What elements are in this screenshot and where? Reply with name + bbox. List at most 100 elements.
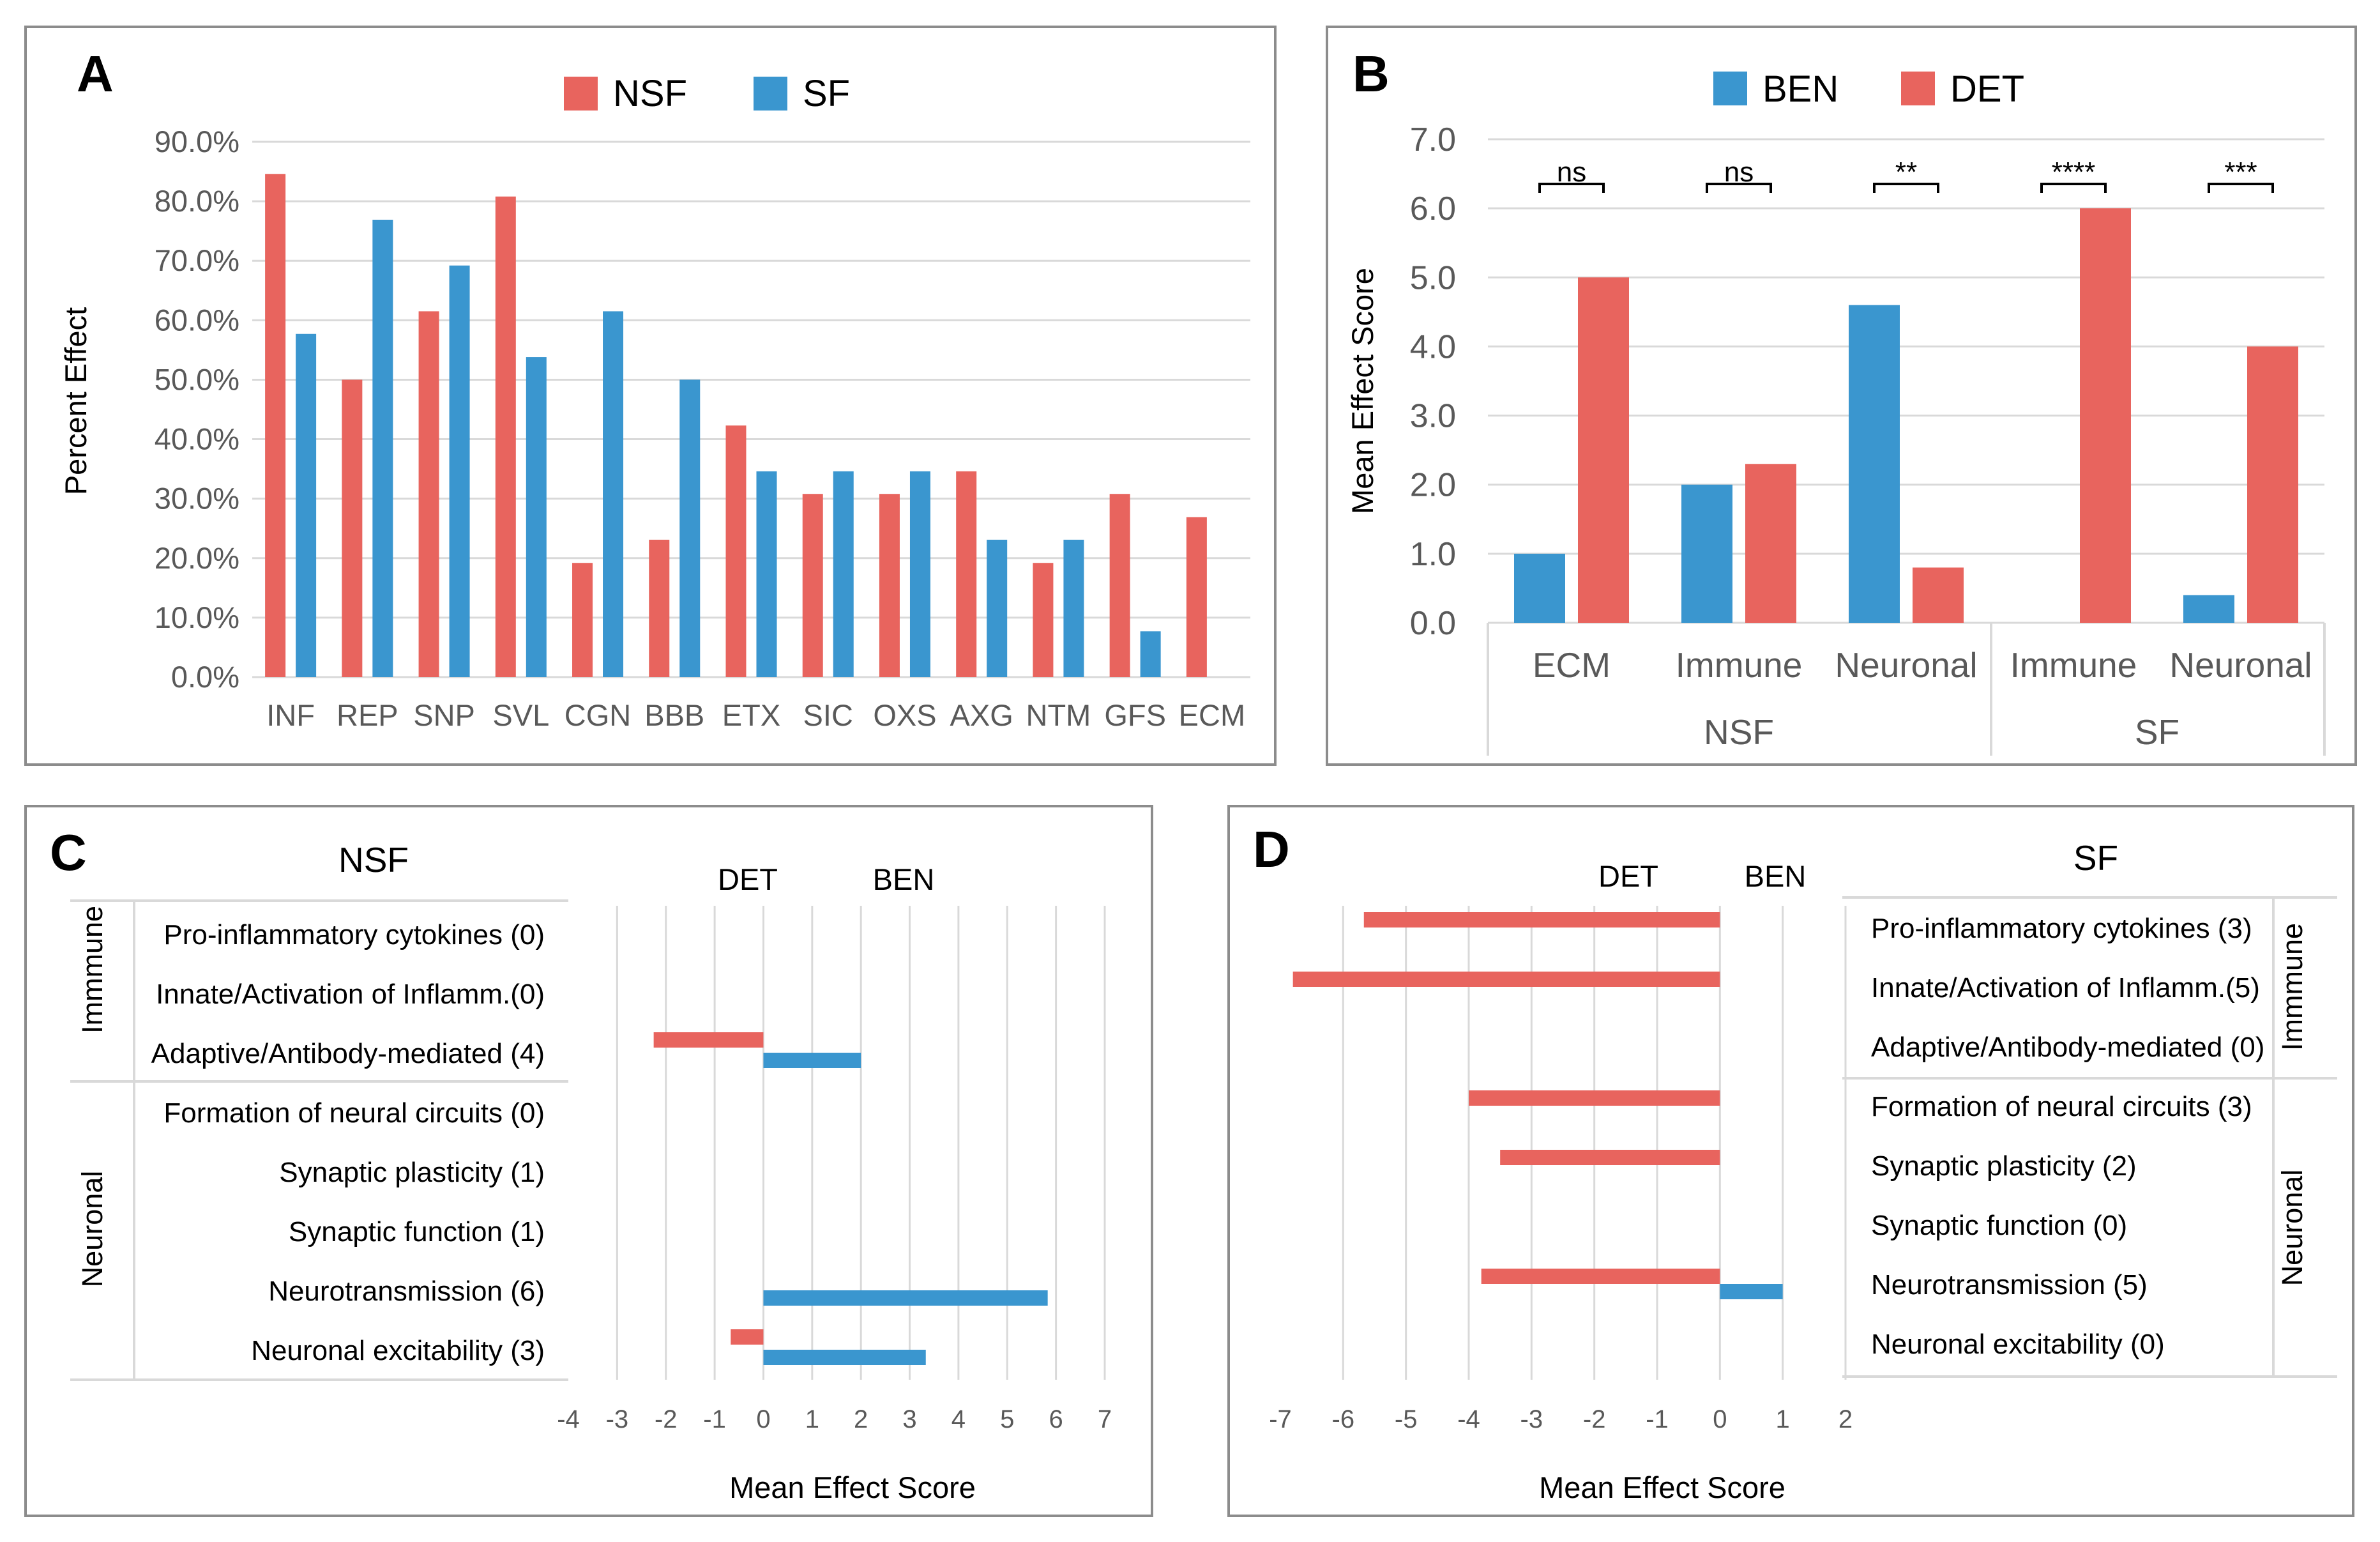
layer-c-x-tick: -2 [655,1405,678,1433]
legend-a-sf-swatch [754,77,787,111]
layer-c-bar-ben [763,1290,1048,1306]
panel-b-significance-label: *** [2224,156,2257,188]
panel-d-group-immune: Immmune [2276,923,2308,1051]
layer-c-bar-det [653,1032,764,1048]
layer-d-x-tick: -2 [1583,1405,1606,1433]
layer-c-x-tick: -1 [703,1405,726,1433]
panel-a-plot: 0.0% 10.0% 20.0% 30.0% 40.0% 50.0% 60.0% 70.0% 8… [155,125,1250,732]
panel-b-x-tick: Immune [1676,645,1803,685]
panel-a-x-tick: OXS [873,698,936,732]
layer-d-category-label: Neuronal excitability (0) [1871,1329,2165,1360]
panel-a-frame [24,26,1277,766]
layer-c-category-label: Synaptic plasticity (1) [279,1157,545,1188]
layer-d-category-label: Synaptic plasticity (2) [1871,1150,2137,1182]
layer-c-category-label: Formation of neural circuits (0) [163,1097,545,1129]
layer-c-x-tick: 7 [1098,1405,1112,1433]
panel-b-bar-det [1578,277,1629,623]
panel-b-bar-ben [1849,305,1900,623]
panel-b-y-tick: 2.0 [1410,467,1456,504]
panel-c-x-axis-title: Mean Effect Score [729,1470,976,1504]
layer-d-x-tick: -4 [1457,1405,1480,1433]
panel-b-letter: B [1353,45,1390,102]
panel-b-y-axis-title: Mean Effect Score [1345,268,1379,514]
panel-a-bar-nsf [649,539,670,677]
panel-a-y-tick: 20.0% [155,541,239,575]
panel-a-x-tick: CGN [565,698,631,732]
panel-b-bar-det [2247,346,2298,623]
panel-a-bar-sf [296,333,317,677]
panel-d-frame [1227,805,2354,1517]
panel-a-bar-nsf [342,379,363,677]
layer-d-bar-det [1363,912,1720,927]
panel-a-bar-nsf [265,174,286,677]
panel-a-y-tick: 30.0% [155,482,239,515]
panel-b-significance-bracket [1706,183,1772,193]
layer-d-x-tick: -1 [1646,1405,1669,1433]
layer-c-bar-det [731,1329,764,1345]
panel-d-letter: D [1253,821,1290,878]
panel-a-bar-nsf [1033,563,1054,677]
panel-b-frame [1326,26,2357,766]
layer-c-x-tick: -4 [557,1405,580,1433]
panel-d-det-label: DET [1598,859,1658,893]
panel-a-y-tick: 60.0% [155,303,239,337]
panel-a-bar-sf [987,539,1008,677]
panel-a-bar-nsf [802,494,823,677]
panel-a-x-tick: GFS [1104,698,1166,732]
panel-b-y-tick: 6.0 [1410,190,1456,227]
legend-a-nsf-label: NSF [613,73,687,114]
panel-b-bar-det [1745,464,1796,623]
panel-a-x-tick: REP [337,698,398,732]
panel-b-significance-label: ** [1895,156,1917,188]
panel-b-significance-bracket [1873,183,1939,193]
layer-d-x-tick: -7 [1269,1405,1292,1433]
panel-a-bar-nsf [1186,517,1207,677]
panel-a-y-tick: 80.0% [155,184,239,218]
layer-d-bar-det [1500,1150,1720,1165]
panel-a-y-tick: 10.0% [155,600,239,634]
panel-a-bar-sf [756,471,777,677]
layer-d-x-tick: 0 [1713,1405,1727,1433]
panel-c-group-neuronal: Neuronal [76,1171,109,1288]
layer-c-category-label: Neurotransmission (6) [268,1276,545,1307]
layer-d-category-label: Neurotransmission (5) [1871,1269,2148,1301]
layer-c-x-tick: 2 [854,1405,868,1433]
panel-b-y-tick: 1.0 [1410,536,1456,573]
layer-d-bar-ben [1720,1284,1783,1299]
layer-d-category-label: Formation of neural circuits (3) [1871,1091,2252,1122]
panel-b-significance-bracket [1538,183,1605,193]
panel-b-y-tick: 5.0 [1410,259,1456,296]
panel-c-title: NSF [338,840,409,880]
panel-b-x-tick: Neuronal [2169,645,2312,685]
layer-c-x-tick: -3 [606,1405,629,1433]
panel-b-y-tick: 3.0 [1410,398,1456,435]
panel-a-bar-sf [603,311,624,677]
panel-a-x-tick: SIC [803,698,853,732]
layer-d-x-tick: -5 [1395,1405,1418,1433]
legend-a-nsf-swatch [564,77,598,111]
panel-a-x-tick: SNP [413,698,475,732]
panel-a-bar-sf [833,471,854,677]
panel-d-group-neuronal: Neuronal [2276,1170,2308,1286]
panel-a-bar-nsf [495,196,516,677]
panel-a-letter: A [77,45,114,102]
legend-b-ben-swatch [1713,72,1747,105]
layer-d-category-label: Pro-inflammatory cytokines (3) [1871,913,2252,944]
panel-d-plot: -7 -6 -5 -4 -3 -2 -1 0 1 2 Pro-inflammatory cytoki… [1269,906,2264,1433]
panel-b-group-label: SF [2135,712,2179,752]
panel-b-y-tick: 0.0 [1410,605,1456,642]
panel-a-x-tick: AXG [950,698,1013,732]
panel-d-ben-label: BEN [1745,859,1807,893]
panel-a-x-tick: BBB [644,698,704,732]
panel-a-bar-sf [449,265,470,677]
panel-b-significance-bracket [2040,183,2107,193]
panel-a-y-tick: 70.0% [155,243,239,277]
layer-c-bar-ben [763,1053,861,1068]
panel-a-bar-sf [1140,631,1161,677]
layer-c-x-tick: 5 [1000,1405,1014,1433]
panel-a-y-tick: 40.0% [155,422,239,456]
layer-c-category-label: Pro-inflammatory cytokines (0) [163,919,545,950]
layer-d-x-tick: 2 [1838,1405,1853,1433]
panel-b-category-dividers [1487,623,2326,756]
panel-a-bar-nsf [956,471,977,677]
